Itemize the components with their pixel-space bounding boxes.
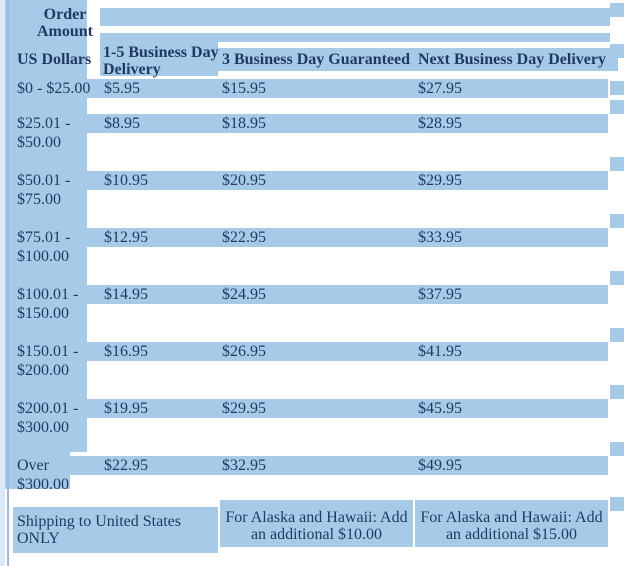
range-value-line2: $75.00 [17,191,61,208]
rate-row-band [13,399,608,418]
table-cell-rate-3-day: $18.95 [222,115,266,132]
delivery-1-5-day-header-cell [100,42,218,76]
spacer-cell [610,328,624,342]
range-value-line2: $300.00 [17,419,69,436]
table-cell-rate-next-day: $37.95 [418,286,462,303]
left-vertical-rule [7,0,9,566]
header-us-dollars: US Dollars [17,51,92,68]
table-cell-rate-1-5-day: $14.95 [104,286,148,303]
table-cell-rate-1-5-day: $5.95 [104,80,140,97]
table-cell-rate-1-5-day: $12.95 [104,229,148,246]
table-cell-range-value: $150.01 - [17,343,79,360]
table-cell-rate-3-day: $15.95 [222,80,266,97]
table-cell-rate-next-day: $28.95 [418,115,462,132]
footer-alaska-15-line2: an additional $15.00 [445,526,578,543]
footer-shipping-note-line1: Shipping to United States [17,513,181,530]
table-cell-rate-3-day: $22.95 [222,229,266,246]
range-value-line2: $300.00 [17,476,69,493]
us-dollars-column-strip [0,0,87,452]
table-cell-rate-3-day: $29.95 [222,400,266,417]
spacer-cell [610,100,624,114]
table-cell-rate-next-day: $33.95 [418,229,462,246]
table-cell-range-value: Over [17,457,49,474]
spacer-cell [610,81,624,95]
table-cell-rate-next-day: $27.95 [418,80,462,97]
table-cell-rate-3-day: $26.95 [222,343,266,360]
page-left-margin-strip [0,0,5,566]
range-value-line2: $100.00 [17,248,69,265]
header-3-business-day-guaranteed: 3 Business Day Guaranteed [222,51,411,68]
rate-row-band [13,79,608,98]
spacer-cell [610,214,624,228]
rate-row-band [13,228,608,247]
footer-shipping-note-cell [13,507,218,553]
table-cell-rate-1-5-day: $16.95 [104,343,148,360]
rate-row-band [13,171,608,190]
footer-alaska-10-line2: an additional $10.00 [250,526,383,543]
table-cell-rate-next-day: $41.95 [418,343,462,360]
table-cell-range-value: $25.01 - [17,115,71,132]
top-row-highlight-band-1 [100,8,610,26]
table-cell-rate-next-day: $29.95 [418,172,462,189]
table-cell-rate-1-5-day: $8.95 [104,115,140,132]
spacer-cell [610,157,624,171]
order-amount-line2: Amount [36,23,93,40]
order-amount-line1: Order [43,6,87,23]
table-cell-rate-3-day: $32.95 [222,457,266,474]
table-cell-range-value: $200.01 - [17,400,79,417]
header-row-highlight-band [218,48,618,71]
spacer-cell [610,44,624,58]
spacer-cell [610,442,624,456]
table-cell-rate-3-day: $20.95 [222,172,266,189]
table-cell-range-value: $0 - $25.00 [17,80,91,97]
spacer-cell [610,497,624,511]
table-cell-rate-1-5-day: $22.95 [104,457,148,474]
table-cell-rate-1-5-day: $19.95 [104,400,148,417]
range-value-line2: $150.00 [17,305,69,322]
footer-alaska-10-cell [220,500,413,547]
footer-shipping-note-line2: ONLY [17,530,60,547]
header-next-business-day-delivery: Next Business Day Delivery [418,51,606,68]
top-row-highlight-band-2 [100,33,610,42]
rate-row-band [13,114,608,133]
footer-alaska-15-cell [415,500,608,547]
range-value-line2: $50.00 [17,134,61,151]
table-cell-rate-next-day: $49.95 [418,457,462,474]
table-cell-rate-1-5-day: $10.95 [104,172,148,189]
rate-row-band [13,342,608,361]
table-cell-range-value: $75.01 - [17,229,71,246]
header-1-5-business-day-line2: Delivery [103,61,161,78]
spacer-cell [610,3,624,17]
table-cell-range-value: $50.01 - [17,172,71,189]
table-cell-rate-3-day: $24.95 [222,286,266,303]
table-cell-rate-next-day: $45.95 [418,400,462,417]
rate-row-band [13,285,608,304]
footer-alaska-15-line1: For Alaska and Hawaii: Add [420,509,603,526]
header-1-5-business-day-line1: 1-5 Business Day [103,44,219,61]
range-value-line2: $200.00 [17,362,69,379]
table-cell-range-value: $100.01 - [17,286,79,303]
spacer-cell [610,271,624,285]
spacer-cell [610,385,624,399]
rate-row-band [13,456,608,475]
footer-alaska-10-line1: For Alaska and Hawaii: Add [225,509,408,526]
